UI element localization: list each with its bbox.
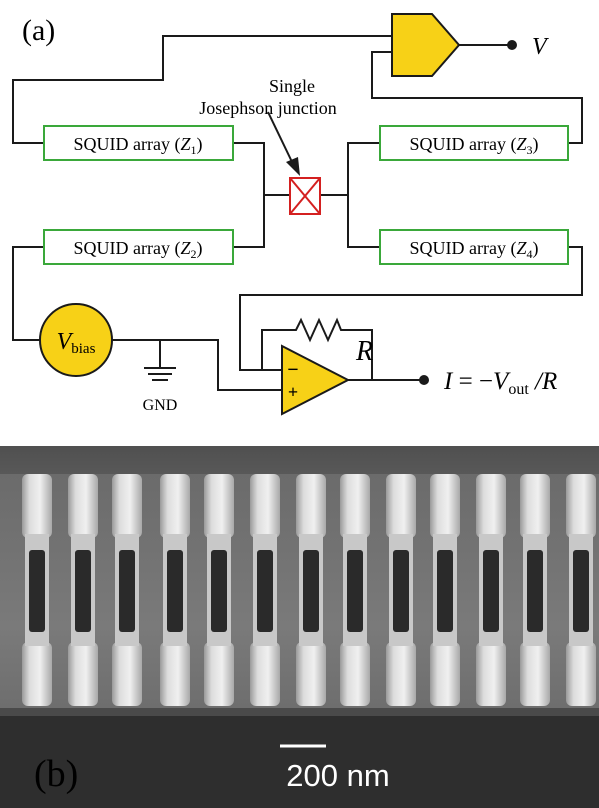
panel-a-label: (a) [22, 14, 55, 47]
sem-strip [204, 642, 234, 706]
sem-strip [160, 474, 190, 538]
svg-text:Vbias: Vbias [57, 329, 96, 357]
resistor-label: R [355, 336, 373, 367]
svg-text:SQUID array (Z4): SQUID array (Z4) [410, 238, 539, 261]
sem-strip [386, 642, 416, 706]
wires [12, 35, 583, 391]
sem-hole [437, 550, 453, 632]
squid-array-z2: SQUID array (Z2) [43, 229, 234, 265]
sem-strip [520, 642, 550, 706]
sem-hole [393, 550, 409, 632]
sem-strip [340, 474, 370, 538]
sem-strip [112, 642, 142, 706]
sem-strip [340, 642, 370, 706]
sem-strip [22, 642, 52, 706]
ground-label: GND [143, 397, 178, 414]
sem-hole [75, 550, 91, 632]
sem-strip [566, 474, 596, 538]
voltage-output-terminal [507, 40, 517, 50]
sem-strip [160, 642, 190, 706]
sem-hole [119, 550, 135, 632]
sem-strip [430, 474, 460, 538]
sem-hole [527, 550, 543, 632]
panel-b-label: (b) [34, 753, 78, 795]
sem-hole [347, 550, 363, 632]
bias-source: Vbias [39, 303, 113, 377]
current-output-terminal [419, 375, 429, 385]
sem-hole [211, 550, 227, 632]
sem-hole [303, 550, 319, 632]
sem-hole [257, 550, 273, 632]
squid-array-z4: SQUID array (Z4) [379, 229, 569, 265]
sem-hole [29, 550, 45, 632]
sem-strip [112, 474, 142, 538]
scale-bar-label: 200 nm [286, 758, 389, 793]
sem-strip [476, 474, 506, 538]
voltage-amplifier [391, 13, 461, 77]
squid-array-z1: SQUID array (Z1) [43, 125, 234, 161]
sem-strip [296, 474, 326, 538]
sem-strip [250, 642, 280, 706]
sem-strip [430, 642, 460, 706]
squid-array-z3: SQUID array (Z3) [379, 125, 569, 161]
svg-text:SQUID array (Z1): SQUID array (Z1) [74, 134, 203, 157]
opamp-minus: − [287, 359, 298, 381]
sem-strip [566, 642, 596, 706]
sem-hole [483, 550, 499, 632]
sem-hole [167, 550, 183, 632]
annotation-arrow [267, 111, 300, 176]
sem-strip [386, 474, 416, 538]
junction-annotation-line1: Single [269, 76, 315, 96]
sem-strip [520, 474, 550, 538]
sem-strip [296, 642, 326, 706]
svg-text:SQUID array (Z2): SQUID array (Z2) [74, 238, 203, 261]
sem-strip [68, 642, 98, 706]
sem-hole [573, 550, 589, 632]
sem-strip [476, 642, 506, 706]
sem-strip [22, 474, 52, 538]
sem-micrograph: (b) 200 nm [0, 446, 599, 808]
sem-strip [68, 474, 98, 538]
voltage-output-label: V [532, 34, 549, 60]
current-output-label: I = −Vout /R [443, 368, 557, 398]
josephson-junction [289, 177, 321, 215]
circuit-diagram: (a) Single Josephson junction SQUI [12, 13, 583, 416]
junction-annotation-line2: Josephson junction [199, 98, 337, 118]
sem-strip [204, 474, 234, 538]
svg-text:SQUID array (Z3): SQUID array (Z3) [410, 134, 539, 157]
current-amplifier: − + [281, 344, 351, 416]
opamp-plus: + [288, 382, 298, 402]
sem-strip [250, 474, 280, 538]
